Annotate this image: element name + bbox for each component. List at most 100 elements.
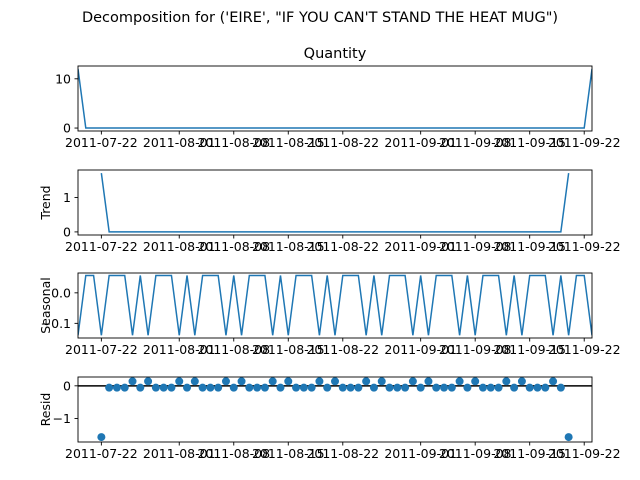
resid-point — [237, 377, 246, 386]
resid-point — [385, 383, 394, 392]
resid-xtick-label: 2011-09-15 — [493, 446, 566, 461]
resid-point — [206, 383, 215, 392]
observed-xtick-label: 2011-09-01 — [384, 135, 457, 150]
resid-point — [502, 377, 511, 386]
seasonal-xtick-label: 2011-09-15 — [493, 342, 566, 357]
resid-point — [198, 383, 207, 392]
resid-xtick-label: 2011-09-22 — [548, 446, 621, 461]
resid-point — [525, 383, 534, 392]
resid-point — [183, 383, 192, 392]
resid-point — [260, 383, 269, 392]
trend-xtick-label: 2011-08-15 — [252, 239, 325, 254]
trend-ylabel: Trend — [38, 185, 53, 220]
resid-point — [533, 383, 542, 392]
resid-ytick-label: −1 — [53, 411, 71, 426]
resid-point — [408, 377, 417, 386]
resid-point — [229, 383, 238, 392]
resid-point — [307, 383, 316, 392]
resid-point — [97, 433, 106, 442]
observed-panel-title: Quantity — [304, 46, 367, 62]
seasonal-xtick-label: 2011-08-08 — [197, 342, 270, 357]
seasonal-series-line — [78, 274, 592, 336]
observed-xtick-label: 2011-08-08 — [197, 135, 270, 150]
resid-point — [292, 383, 301, 392]
seasonal-xtick-label: 2011-09-01 — [384, 342, 457, 357]
resid-xtick-label: 2011-09-08 — [439, 446, 512, 461]
resid-point — [136, 383, 145, 392]
resid-point — [354, 383, 363, 392]
resid-point — [432, 383, 441, 392]
resid-point — [369, 383, 378, 392]
seasonal-ylabel: Seasonal — [38, 277, 53, 334]
resid-point — [362, 377, 371, 386]
observed-series-line — [78, 68, 592, 129]
observed-xtick-label: 2011-08-01 — [143, 135, 216, 150]
resid-point — [268, 377, 277, 386]
resid-point — [338, 383, 347, 392]
resid-point — [245, 383, 254, 392]
seasonal-ytick-label: 0.0 — [51, 285, 71, 300]
observed-xtick-label: 2011-08-22 — [306, 135, 379, 150]
resid-point — [463, 383, 472, 392]
resid-point — [323, 383, 332, 392]
resid-point — [486, 383, 495, 392]
resid-xtick-label: 2011-07-22 — [65, 446, 138, 461]
observed-xtick-label: 2011-09-22 — [548, 135, 621, 150]
resid-point — [214, 383, 223, 392]
resid-point — [478, 383, 487, 392]
resid-xtick-label: 2011-08-15 — [252, 446, 325, 461]
trend-xtick-label: 2011-09-01 — [384, 239, 457, 254]
resid-point — [284, 377, 293, 386]
resid-point — [276, 383, 285, 392]
resid-point — [377, 377, 386, 386]
seasonal-xtick-label: 2011-09-08 — [439, 342, 512, 357]
resid-point — [549, 377, 558, 386]
resid-point — [447, 383, 456, 392]
resid-point — [346, 383, 355, 392]
resid-point — [253, 383, 262, 392]
resid-point — [167, 383, 176, 392]
resid-point — [393, 383, 402, 392]
observed-xtick-label: 2011-09-08 — [439, 135, 512, 150]
trend-series-line — [100, 173, 570, 233]
resid-xtick-label: 2011-08-22 — [306, 446, 379, 461]
seasonal-xtick-label: 2011-07-22 — [65, 342, 138, 357]
seasonal-xtick-label: 2011-08-15 — [252, 342, 325, 357]
resid-point — [517, 377, 526, 386]
resid-point — [416, 383, 425, 392]
resid-xtick-label: 2011-08-08 — [197, 446, 270, 461]
observed-xtick-label: 2011-08-15 — [252, 135, 325, 150]
trend-ytick-label: 1 — [63, 190, 71, 205]
trend-xtick-label: 2011-08-08 — [197, 239, 270, 254]
resid-point — [120, 383, 129, 392]
trend-xtick-label: 2011-09-15 — [493, 239, 566, 254]
observed-ytick-label: 0 — [63, 121, 71, 136]
trend-xtick-label: 2011-07-22 — [65, 239, 138, 254]
resid-point — [440, 383, 449, 392]
seasonal-axes-frame — [77, 272, 593, 339]
resid-point — [105, 383, 114, 392]
resid-point — [541, 383, 550, 392]
resid-point — [159, 383, 168, 392]
resid-point — [331, 377, 339, 386]
trend-axes-frame — [77, 169, 593, 236]
observed-xtick-label: 2011-09-15 — [493, 135, 566, 150]
resid-point — [151, 383, 160, 392]
observed-xtick-label: 2011-07-22 — [65, 135, 138, 150]
observed-ytick-label: 10 — [55, 71, 71, 86]
resid-point — [221, 377, 230, 386]
resid-axes-frame — [77, 376, 593, 443]
resid-point — [144, 377, 153, 386]
seasonal-ytick-label: −0.1 — [41, 316, 71, 331]
resid-point — [175, 377, 184, 386]
resid-point — [128, 377, 137, 386]
resid-point — [494, 383, 503, 392]
trend-xtick-label: 2011-08-01 — [143, 239, 216, 254]
seasonal-xtick-label: 2011-08-22 — [306, 342, 379, 357]
resid-point — [471, 377, 480, 386]
seasonal-xtick-label: 2011-09-22 — [548, 342, 621, 357]
